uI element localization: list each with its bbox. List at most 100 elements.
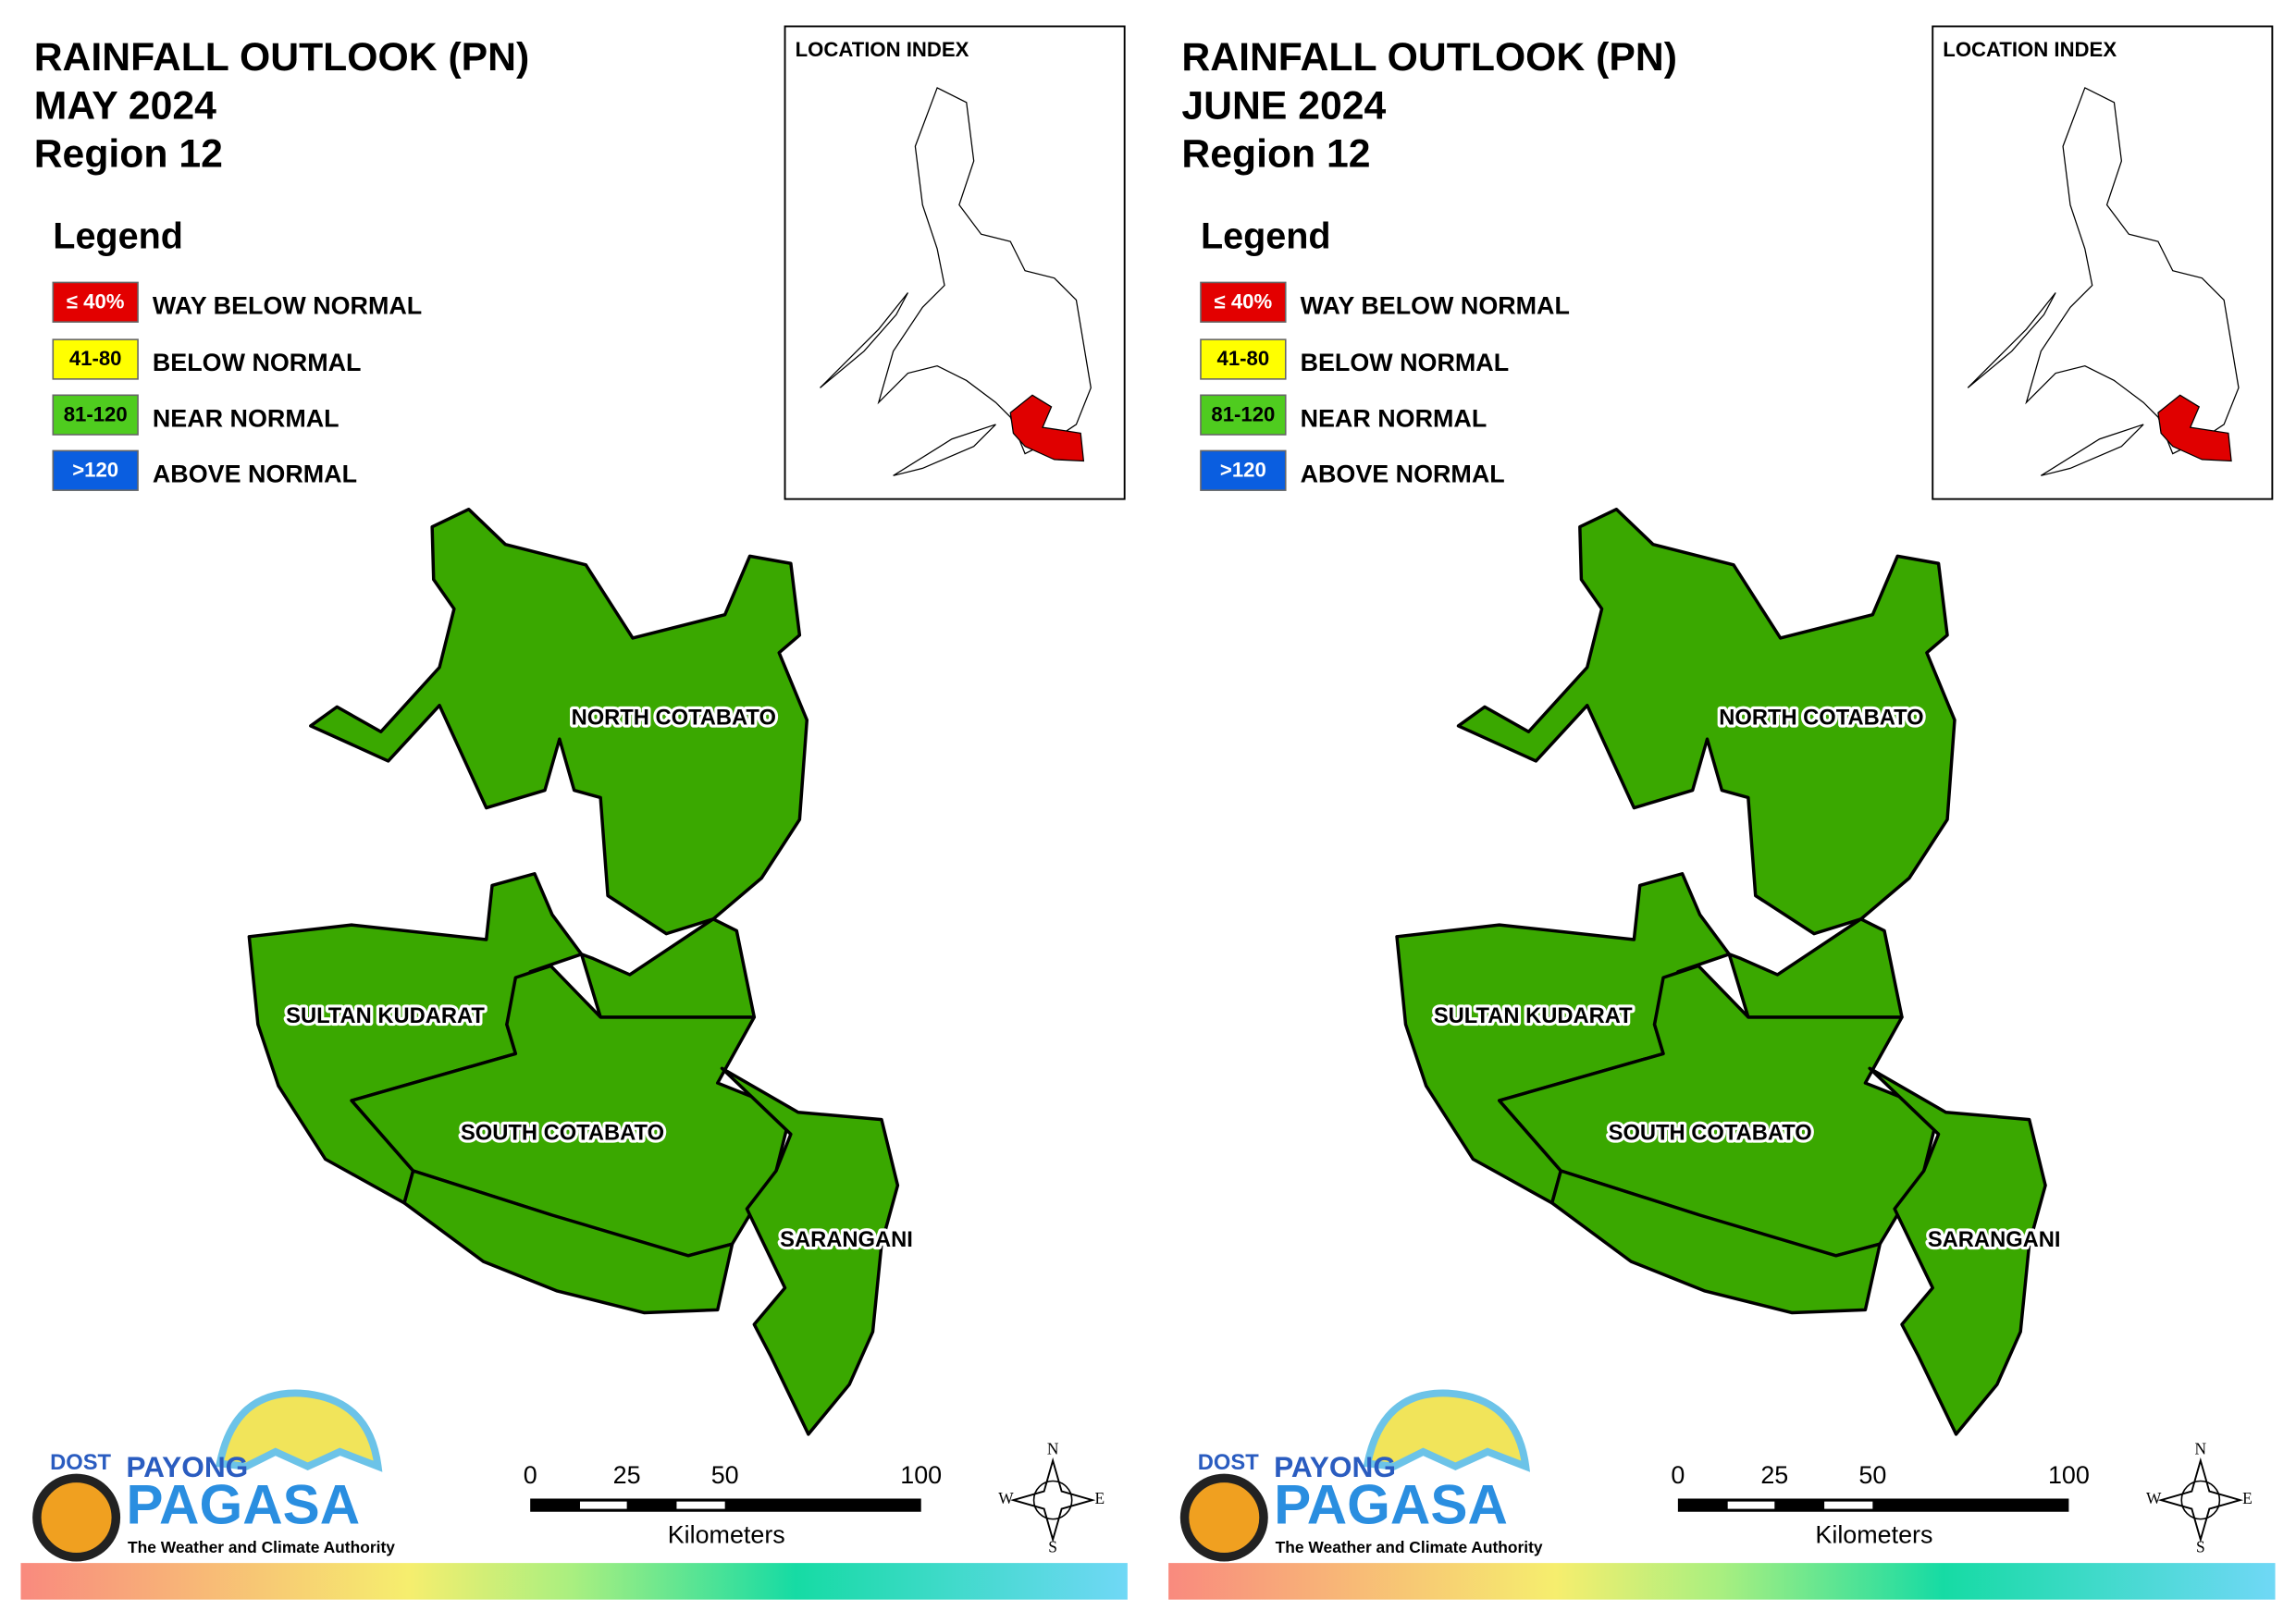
compass-rose: [1009, 1457, 1096, 1543]
scale-segment: [1824, 1501, 1873, 1509]
compass-letter: N: [2195, 1439, 2207, 1457]
province-shape: [1868, 1066, 2047, 1436]
logo-seal: [1179, 1473, 1268, 1562]
inset-region: [1009, 394, 1085, 462]
legend-range: 41-80: [1217, 347, 1270, 370]
legend-title: Legend: [1201, 215, 1331, 256]
province-shape: [1550, 1169, 1882, 1315]
footer-band: [1168, 1563, 2276, 1600]
logo-umbrella: [215, 1389, 383, 1472]
legend-range: ≤ 40%: [67, 289, 125, 313]
compass-letter: W: [998, 1489, 1014, 1507]
compass-letter: E: [1094, 1489, 1105, 1507]
title-line: RAINFALL OUTLOOK (PN): [34, 35, 530, 80]
legend-swatch: [52, 338, 139, 380]
logo-name: PAGASA: [1274, 1473, 1508, 1535]
legend-label: ABOVE NORMAL: [153, 460, 357, 487]
compass-letter: S: [2196, 1537, 2205, 1555]
title-line: MAY 2024: [34, 83, 216, 128]
logo-brand: PAYONG: [126, 1450, 248, 1483]
compass-letter: S: [1048, 1537, 1057, 1555]
logo-tagline: The Weather and Climate Authority: [1276, 1538, 1543, 1556]
legend-swatch: [52, 281, 139, 323]
scale-segment: [1727, 1501, 1775, 1509]
footer-band: [20, 1563, 1128, 1600]
compass-ring: [1032, 1480, 1073, 1520]
province-shape: [309, 507, 809, 936]
inset-country: [1967, 87, 2240, 476]
inset-country: [820, 87, 1092, 476]
legend-label: WAY BELOW NORMAL: [1301, 291, 1570, 319]
legend-label: NEAR NORMAL: [153, 404, 339, 432]
province-label: SOUTH COTABATO: [1609, 1122, 1812, 1146]
province-shape: [1456, 507, 1957, 936]
inset-title: LOCATION INDEX: [796, 38, 969, 61]
scale-label: 50: [711, 1461, 739, 1489]
scale-label: 100: [900, 1461, 942, 1489]
province-label: SULTAN KUDARAT: [1434, 1004, 1633, 1028]
title-line: Region 12: [1181, 132, 1370, 177]
province-label: SARANGANI: [780, 1228, 913, 1252]
province-shape: [402, 1169, 734, 1315]
scale-label: 25: [1760, 1461, 1788, 1489]
province-label: NORTH COTABATO: [1719, 706, 1923, 730]
title-line: Region 12: [34, 132, 223, 177]
legend-swatch: [52, 449, 139, 491]
legend-label: BELOW NORMAL: [153, 349, 362, 376]
scale-unit: Kilometers: [1815, 1521, 1932, 1549]
compass-letter: N: [1047, 1439, 1059, 1457]
title-line: JUNE 2024: [1181, 83, 1386, 128]
province-shape: [579, 917, 757, 1019]
inset-region: [2157, 394, 2232, 462]
compass-ring: [2180, 1480, 2221, 1520]
inset-title: LOCATION INDEX: [1943, 38, 2117, 61]
province-label: SOUTH COTABATO: [461, 1122, 664, 1146]
logo-name: PAGASA: [126, 1473, 360, 1535]
scale-label: 0: [524, 1461, 537, 1489]
legend-range: 41-80: [69, 347, 122, 370]
legend-label: NEAR NORMAL: [1301, 404, 1487, 432]
scale-label: 25: [613, 1461, 641, 1489]
province-shape: [720, 1066, 900, 1436]
scale-label: 50: [1858, 1461, 1886, 1489]
legend-range: >120: [72, 458, 118, 481]
province-shape: [1727, 917, 1904, 1019]
province-label: SARANGANI: [1928, 1228, 2061, 1252]
scale-label: 100: [2048, 1461, 2090, 1489]
scale-segment: [676, 1501, 725, 1509]
legend-range: 81-120: [64, 402, 128, 425]
logo-umbrella: [1363, 1389, 1531, 1472]
logo-brand: PAYONG: [1274, 1450, 1396, 1483]
legend-range: 81-120: [1211, 402, 1275, 425]
legend-swatch: [52, 394, 139, 436]
legend-range: >120: [1220, 458, 1266, 481]
compass-letter: W: [2146, 1489, 2162, 1507]
logo-tagline: The Weather and Climate Authority: [128, 1538, 395, 1556]
scale-label: 0: [1671, 1461, 1685, 1489]
logo-agency: DOST: [1198, 1451, 1259, 1475]
province-label: SULTAN KUDARAT: [286, 1004, 485, 1028]
legend-swatch: [1200, 394, 1287, 436]
legend-range: ≤ 40%: [1215, 289, 1273, 313]
legend-swatch: [1200, 338, 1287, 380]
compass-letter: E: [2242, 1489, 2253, 1507]
scale-bar: [1677, 1498, 2069, 1512]
legend-swatch: [1200, 281, 1287, 323]
legend-swatch: [1200, 449, 1287, 491]
scale-bar: [530, 1498, 921, 1512]
legend-title: Legend: [53, 215, 183, 256]
logo-seal: [32, 1473, 121, 1562]
legend-label: ABOVE NORMAL: [1301, 460, 1505, 487]
title-line: RAINFALL OUTLOOK (PN): [1181, 35, 1677, 80]
province-label: NORTH COTABATO: [572, 706, 776, 730]
scale-unit: Kilometers: [668, 1521, 785, 1549]
legend-label: WAY BELOW NORMAL: [153, 291, 422, 319]
compass-rose: [2157, 1457, 2244, 1543]
legend-label: BELOW NORMAL: [1301, 349, 1510, 376]
scale-segment: [579, 1501, 627, 1509]
logo-agency: DOST: [50, 1451, 111, 1475]
